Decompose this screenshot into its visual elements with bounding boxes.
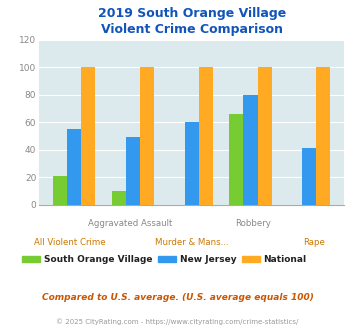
Bar <box>185 122 199 205</box>
Legend: South Orange Village, New Jersey, National: South Orange Village, New Jersey, Nation… <box>19 251 310 268</box>
Bar <box>199 67 213 205</box>
Title: 2019 South Orange Village
Violent Crime Comparison: 2019 South Orange Village Violent Crime … <box>98 7 286 36</box>
Bar <box>258 67 272 205</box>
Text: All Violent Crime: All Violent Crime <box>34 238 105 247</box>
Text: Aggravated Assault: Aggravated Assault <box>88 219 173 228</box>
Bar <box>316 67 331 205</box>
Bar <box>140 67 154 205</box>
Bar <box>112 191 126 205</box>
Text: Compared to U.S. average. (U.S. average equals 100): Compared to U.S. average. (U.S. average … <box>42 292 313 302</box>
Bar <box>244 95 258 205</box>
Bar <box>81 67 95 205</box>
Bar <box>229 114 244 205</box>
Text: © 2025 CityRating.com - https://www.cityrating.com/crime-statistics/: © 2025 CityRating.com - https://www.city… <box>56 318 299 325</box>
Text: Rape: Rape <box>303 238 325 247</box>
Bar <box>53 176 67 205</box>
Bar <box>302 148 316 205</box>
Bar <box>126 137 140 205</box>
Text: Robbery: Robbery <box>235 219 271 228</box>
Text: Murder & Mans...: Murder & Mans... <box>155 238 229 247</box>
Bar <box>67 129 81 205</box>
